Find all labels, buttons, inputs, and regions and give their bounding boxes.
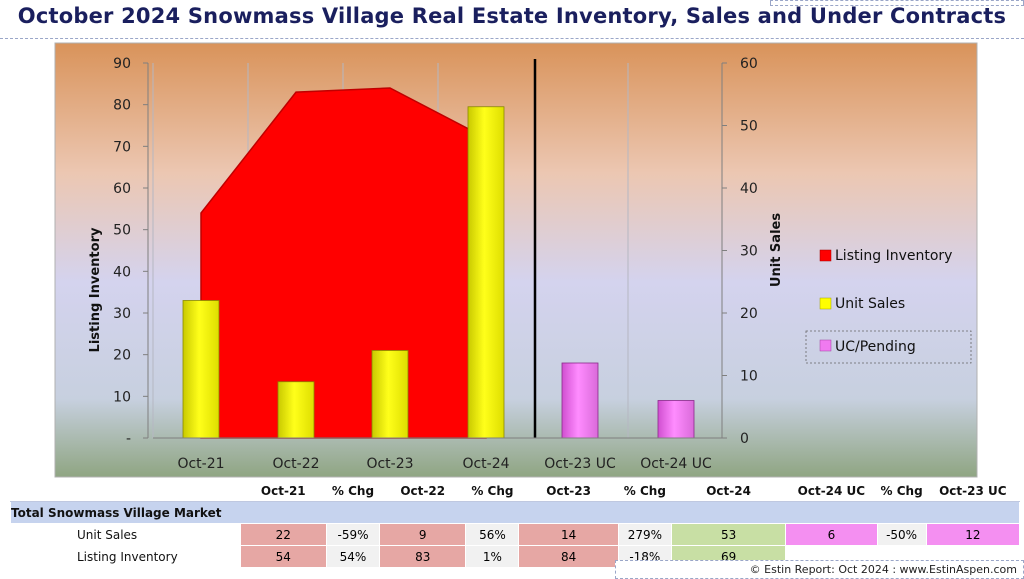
x-tick-label: Oct-24 UC [640, 456, 712, 472]
legend: Listing Inventory Unit Sales UC/Pending [805, 248, 972, 364]
left-tick-label: 50 [113, 223, 131, 239]
table-cell: 14 [518, 523, 619, 546]
table-header-cell [10, 479, 241, 502]
left-tick-label: 20 [113, 348, 131, 364]
left-tick-label: 90 [113, 56, 131, 72]
table-header-cell: % Chg [465, 479, 520, 502]
table-cell: 83 [379, 545, 467, 568]
table-header-cell: Oct-22 [379, 479, 467, 502]
footer-credit: © Estin Report: Oct 2024 : www.EstinAspe… [615, 560, 1024, 579]
table-header-cell: % Chg [325, 479, 381, 502]
table-section-row: Total Snowmass Village Market [10, 501, 1020, 524]
right-tick-label: 60 [740, 56, 758, 72]
right-tick-label: 30 [740, 244, 758, 260]
unit-sales-bar [182, 300, 220, 439]
table-header-cell: Oct-21 [239, 479, 327, 502]
uc-pending-bar [657, 400, 695, 439]
table-cell: 9 [379, 523, 467, 546]
row-label: Listing Inventory [10, 545, 241, 568]
x-tick-labels: Oct-21 Oct-22 Oct-23 Oct-24 Oct-23 UC Oct-24 … [177, 456, 712, 472]
left-tick-label: 80 [113, 98, 131, 114]
table-cell: 6 [785, 523, 878, 546]
legend-box-uc [805, 330, 972, 364]
x-tick-label: Oct-23 [366, 456, 413, 472]
chart: - 10 20 30 40 50 60 70 80 90 0 10 20 30 40 50 60 Oct-21… [54, 42, 978, 478]
table-cell: -59% [325, 523, 381, 546]
legend-label-listing: Listing Inventory [835, 248, 952, 264]
table-header-row: Oct-21 % Chg Oct-22 % Chg Oct-23 % Chg O… [10, 479, 1021, 502]
x-tick-label: Oct-24 [462, 456, 509, 472]
x-tick-label: Oct-21 [177, 456, 224, 472]
y-axis-label: Listing Inventory [88, 227, 103, 352]
table-cell: 84 [518, 545, 619, 568]
table-header-cell: % Chg [617, 479, 672, 502]
table-header-cell: % Chg [876, 479, 927, 502]
table-header-cell: Oct-24 [670, 479, 787, 502]
page-title: October 2024 Snowmass Village Real Estat… [17, 4, 1007, 28]
left-tick-label: 10 [113, 389, 131, 405]
table-row: Unit Sales 22 -59% 9 56% 14 279% 53 6 -5… [10, 523, 1021, 546]
table-cell: -50% [876, 523, 927, 546]
title-bar: October 2024 Snowmass Village Real Estat… [0, 0, 1024, 40]
legend-swatch-sales [819, 297, 832, 310]
uc-pending-bar [561, 362, 599, 439]
unit-sales-bar [277, 381, 315, 439]
legend-label-sales: Unit Sales [835, 296, 905, 312]
table-cell: 56% [465, 523, 520, 546]
right-tick-labels: 0 10 20 30 40 50 60 [722, 56, 758, 447]
table-header-cell: Oct-24 UC [785, 479, 878, 502]
right-tick-label: 10 [740, 369, 758, 385]
table-cell: 54% [325, 545, 381, 568]
left-tick-label: 70 [113, 139, 131, 155]
table-cell: 1% [465, 545, 520, 568]
left-tick-label: 30 [113, 306, 131, 322]
unit-sales-bar [467, 106, 505, 439]
legend-swatch-listing [819, 249, 832, 262]
left-tick-label: - [126, 431, 131, 447]
left-tick-label: 60 [113, 181, 131, 197]
right-tick-label: 50 [740, 119, 758, 135]
table-header-cell: Oct-23 [518, 479, 619, 502]
legend-swatch-uc [819, 339, 832, 352]
legend-label-uc: UC/Pending [835, 339, 916, 355]
table-cell: 279% [617, 523, 672, 546]
table-cell: 22 [239, 523, 327, 546]
title-divider [0, 38, 1024, 39]
row-label: Unit Sales [10, 523, 241, 546]
table-cell: 53 [670, 523, 787, 546]
unit-sales-bar [371, 350, 409, 439]
right-tick-label: 0 [740, 431, 749, 447]
y2-axis-label: Unit Sales [769, 213, 784, 287]
table-row: Listing Inventory 54 54% 83 1% 84 -18% 6… [10, 545, 1021, 568]
table-header-cell: Oct-23 UC [925, 479, 1021, 502]
table-cell: 12 [925, 523, 1021, 546]
left-tick-labels: - 10 20 30 40 50 60 70 80 90 [113, 56, 148, 447]
table-section-label: Total Snowmass Village Market [10, 501, 1020, 524]
x-tick-label: Oct-22 [272, 456, 319, 472]
left-tick-label: 40 [113, 264, 131, 280]
right-tick-label: 40 [740, 181, 758, 197]
title-decoration [770, 0, 1024, 6]
x-tick-label: Oct-23 UC [544, 456, 616, 472]
table-cell: 54 [239, 545, 327, 568]
right-tick-label: 20 [740, 306, 758, 322]
summary-table: Oct-21 % Chg Oct-22 % Chg Oct-23 % Chg O… [10, 479, 1021, 568]
